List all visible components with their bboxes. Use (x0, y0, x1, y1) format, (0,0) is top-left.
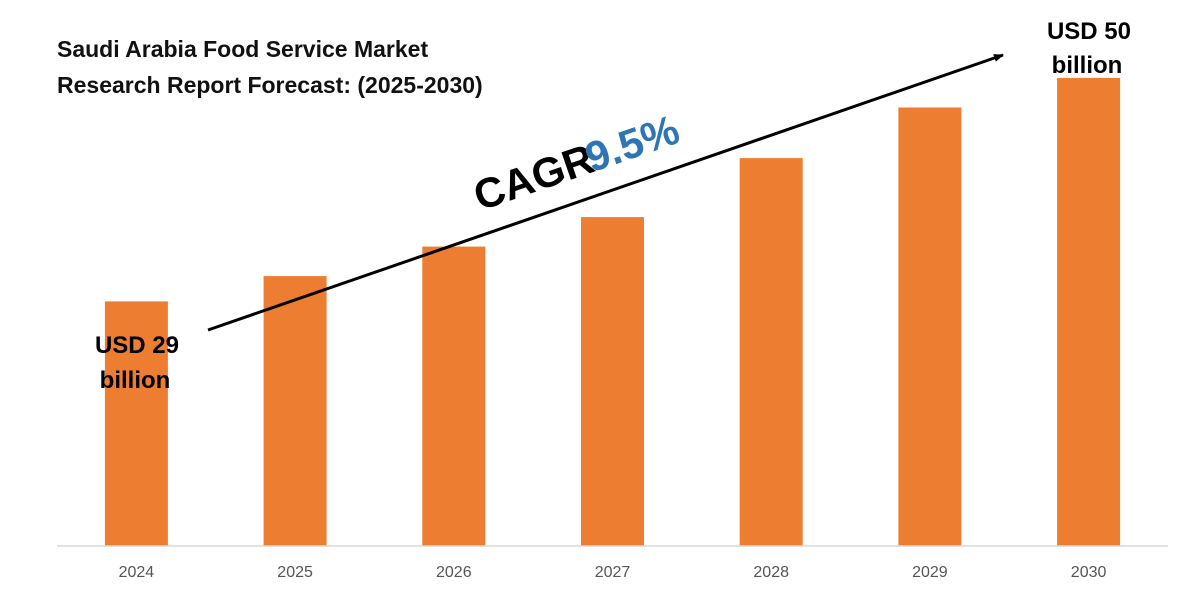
cagr-label: CAGR (468, 135, 600, 220)
x-tick-label-2030: 2030 (1071, 564, 1107, 581)
bar-2029 (898, 107, 962, 546)
chart-title-line-1: Saudi Arabia Food Service Market (57, 36, 428, 62)
bar-2028 (739, 158, 803, 546)
bar-2030 (1057, 77, 1121, 547)
bar-2027 (581, 217, 644, 546)
end-value-label-line-1: USD 50 (1047, 18, 1131, 45)
x-tick-label-2027: 2027 (595, 564, 631, 581)
end-value-label-line-2: billion (1052, 52, 1123, 79)
x-tick-label-2025: 2025 (277, 564, 313, 581)
x-tick-label-2029: 2029 (912, 564, 948, 581)
bar-2026 (422, 246, 486, 546)
bars-group (104, 77, 1121, 547)
x-tick-labels: 2024 2025 2026 2027 2028 2029 2030 (119, 564, 1107, 581)
start-value-label-line-1: USD 29 (95, 332, 179, 359)
start-value-label-line-2: billion (100, 367, 171, 394)
bar-2024 (104, 301, 168, 546)
x-tick-label-2024: 2024 (119, 564, 155, 581)
x-tick-label-2028: 2028 (753, 564, 789, 581)
chart-title-line-2: Research Report Forecast: (2025-2030) (57, 72, 483, 98)
bar-2025 (263, 276, 327, 546)
x-tick-label-2026: 2026 (436, 564, 472, 581)
cagr-trend-arrow (207, 53, 1004, 332)
